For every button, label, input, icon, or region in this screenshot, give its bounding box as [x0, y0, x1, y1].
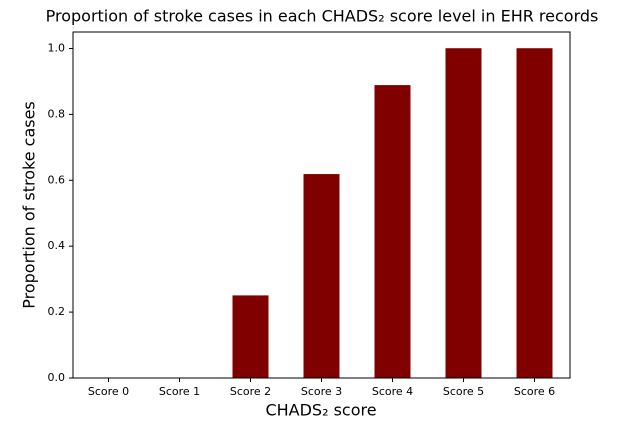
x-tick-label: Score 3	[301, 385, 342, 398]
x-tick-label: Score 0	[88, 385, 129, 398]
y-tick-label: 1.0	[48, 41, 66, 54]
x-axis-label: CHADS₂ score	[265, 401, 376, 420]
x-tick-label: Score 2	[230, 385, 271, 398]
plot-frame	[72, 31, 571, 379]
x-tick-label: Score 5	[443, 385, 484, 398]
y-tick-label: 0.4	[48, 239, 66, 252]
bar	[445, 48, 482, 379]
x-tick-label: Score 6	[514, 385, 555, 398]
bar	[303, 174, 340, 379]
y-tick-label: 0.2	[48, 305, 66, 318]
bar	[232, 295, 269, 379]
chart-title: Proportion of stroke cases in each CHADS…	[46, 7, 599, 26]
y-axis-label: Proportion of stroke cases	[20, 101, 39, 309]
y-tick-label: 0.6	[48, 173, 66, 186]
y-tick-label: 0.8	[48, 107, 66, 120]
y-tick-label: 0.0	[48, 371, 66, 384]
bar	[374, 85, 411, 379]
bar	[516, 48, 553, 379]
x-tick-label: Score 4	[372, 385, 413, 398]
x-tick-label: Score 1	[159, 385, 200, 398]
